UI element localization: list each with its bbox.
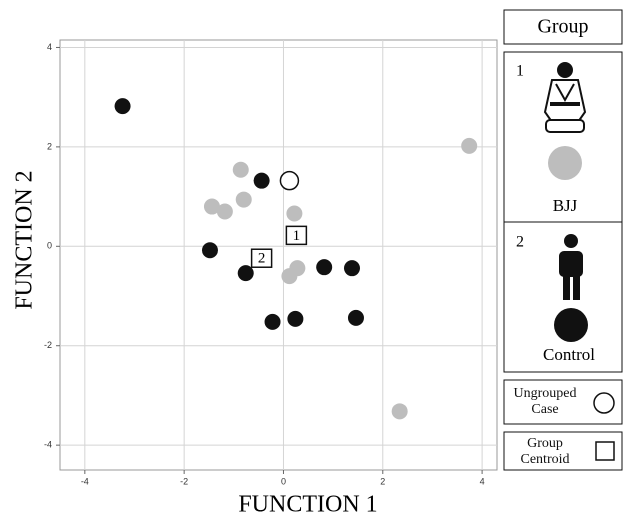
point xyxy=(202,242,218,258)
point xyxy=(233,162,249,178)
y-tick-label: 2 xyxy=(47,141,52,151)
y-tick-label: -4 xyxy=(44,440,52,450)
ungrouped-point xyxy=(280,172,298,190)
point xyxy=(217,204,233,220)
point xyxy=(461,138,477,154)
point xyxy=(392,403,408,419)
y-tick-label: -2 xyxy=(44,340,52,350)
point xyxy=(254,173,270,189)
point xyxy=(236,192,252,208)
point xyxy=(348,310,364,326)
legend-swatch xyxy=(554,308,588,342)
point xyxy=(316,259,332,275)
legend-swatch xyxy=(548,146,582,180)
person-icon xyxy=(559,234,583,300)
x-tick-label: 4 xyxy=(480,476,485,486)
y-tick-label: 0 xyxy=(47,241,52,251)
judo-icon xyxy=(545,63,585,132)
centroid-label: 2 xyxy=(258,251,266,267)
legend-label: Control xyxy=(543,345,595,364)
x-tick-label: 2 xyxy=(380,476,385,486)
legend-group-number: 2 xyxy=(516,234,524,251)
point xyxy=(265,314,281,330)
legend-ungrouped-label: Ungrouped Case xyxy=(505,386,585,418)
point xyxy=(286,205,302,221)
page: {"chart_data": {"type": "scatter", "x_la… xyxy=(0,0,624,522)
legend-centroid-label: Group Centroid xyxy=(505,436,585,468)
x-tick-label: -2 xyxy=(180,476,188,486)
legend-label: BJJ xyxy=(553,196,578,215)
legend-title: Group xyxy=(537,16,588,38)
point xyxy=(344,260,360,276)
x-tick-label: -4 xyxy=(81,476,89,486)
legend-ungrouped-symbol xyxy=(594,393,614,413)
y-axis-label: FUNCTION 2 xyxy=(12,170,38,309)
legend-centroid-symbol xyxy=(596,442,614,460)
x-tick-label: 0 xyxy=(281,476,286,486)
point xyxy=(287,311,303,327)
centroid-label: 1 xyxy=(293,228,301,244)
y-tick-label: 4 xyxy=(47,42,52,52)
x-axis-label: FUNCTION 1 xyxy=(238,492,377,518)
point xyxy=(281,268,297,284)
point xyxy=(115,98,131,114)
legend-group-number: 1 xyxy=(516,63,524,80)
